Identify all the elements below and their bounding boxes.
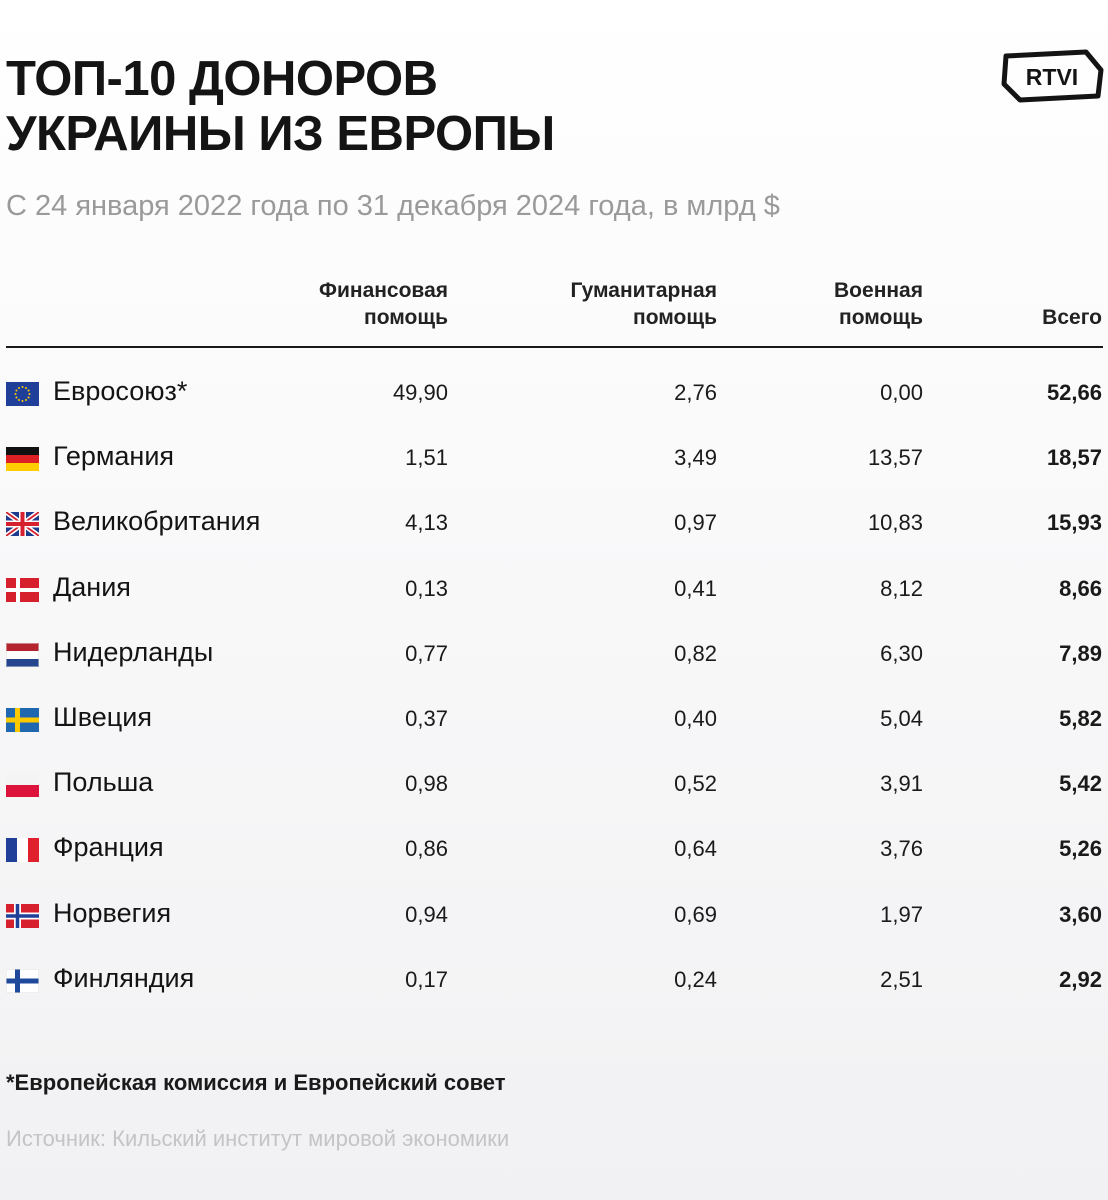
column-header-humanitarian-line2: помощь (633, 306, 717, 329)
france-flag-icon (6, 838, 39, 863)
footnote: *Европейская комиссия и Европейский сове… (6, 1070, 506, 1095)
military-aid-value: 3,76 (880, 836, 923, 862)
humanitarian-aid-value: 0,24 (674, 966, 717, 992)
source-note: Источник: Кильский институт мировой экон… (6, 1126, 510, 1151)
table-row: Норвегия 0,94 0,69 1,97 3,60 (0, 884, 1108, 949)
total-aid-value: 7,89 (1059, 640, 1102, 666)
column-header-total: Всего (902, 277, 1102, 331)
table-row: Финляндия 0,17 0,24 2,51 2,92 (0, 949, 1108, 1014)
military-aid-value: 8,12 (880, 575, 923, 601)
financial-aid-value: 1,51 (405, 445, 448, 471)
military-aid-value: 13,57 (867, 445, 923, 471)
total-aid-value: 15,93 (1046, 510, 1102, 536)
country-name: Франция (53, 832, 164, 863)
finland-flag-icon (6, 968, 39, 993)
title-line-2: УКРАИНЫ ИЗ ЕВРОПЫ (6, 107, 555, 161)
table-row: Дания 0,13 0,41 8,12 8,66 (0, 558, 1108, 623)
country-name: Швеция (53, 701, 152, 732)
country-name: Германия (53, 441, 175, 472)
table-row: Франция 0,86 0,64 3,76 5,26 (0, 818, 1108, 883)
country-name: Великобритания (53, 506, 261, 537)
financial-aid-value: 0,77 (405, 640, 448, 666)
norway-flag-icon (6, 903, 39, 928)
column-header-financial: Финансовая помощь (248, 277, 448, 331)
denmark-flag-icon (6, 577, 39, 602)
column-header-financial-line2: помощь (364, 306, 448, 329)
table-row: Германия 1,51 3,49 13,57 18,57 (0, 427, 1108, 492)
column-header-financial-line1: Финансовая (319, 279, 448, 302)
subtitle: С 24 января 2022 года по 31 декабря 2024… (6, 190, 780, 222)
financial-aid-value: 0,94 (405, 901, 448, 927)
column-header-total-line2: Всего (1042, 306, 1102, 329)
financial-aid-value: 0,86 (405, 836, 448, 862)
military-aid-value: 5,04 (880, 705, 923, 731)
humanitarian-aid-value: 0,82 (674, 640, 717, 666)
financial-aid-value: 0,17 (405, 966, 448, 992)
country-name: Евросоюз* (53, 376, 188, 406)
column-header-humanitarian-line1: Гуманитарная (570, 279, 717, 302)
table-row: Польша 0,98 0,52 3,91 5,42 (0, 753, 1108, 818)
total-aid-value: 8,66 (1059, 575, 1102, 601)
military-aid-value: 0,00 (880, 380, 923, 405)
humanitarian-aid-value: 0,69 (674, 901, 717, 927)
total-aid-value: 2,92 (1059, 966, 1102, 992)
table-row: Великобритания 4,13 0,97 10,83 15,93 (0, 492, 1108, 557)
header-divider (6, 346, 1103, 348)
financial-aid-value: 0,98 (405, 771, 448, 797)
poland-flag-icon (6, 773, 39, 798)
military-aid-value: 1,97 (880, 901, 923, 927)
military-aid-value: 2,51 (880, 966, 923, 992)
column-header-humanitarian: Гуманитарная помощь (517, 277, 717, 331)
military-aid-value: 10,83 (867, 510, 923, 536)
country-name: Дания (53, 571, 131, 602)
page-title: ТОП-10 ДОНОРОВ УКРАИНЫ ИЗ ЕВРОПЫ (6, 52, 555, 162)
sweden-flag-icon (6, 707, 39, 732)
country-name: Норвегия (53, 897, 172, 928)
humanitarian-aid-value: 0,40 (674, 705, 717, 731)
netherlands-flag-icon (6, 642, 39, 667)
humanitarian-aid-value: 0,52 (674, 771, 717, 797)
total-aid-value: 3,60 (1059, 901, 1102, 927)
rtvi-logo: RTVI (1000, 46, 1104, 106)
column-header-military-line1: Военная (834, 279, 923, 302)
table-row: Евросоюз* 49,90 2,76 0,00 52,66 (0, 362, 1108, 427)
total-aid-value: 52,66 (1046, 380, 1102, 405)
financial-aid-value: 4,13 (405, 510, 448, 536)
financial-aid-value: 49,90 (392, 380, 448, 405)
column-header-total-line1 (902, 277, 1102, 304)
column-header-military-line2: помощь (839, 306, 923, 329)
military-aid-value: 3,91 (880, 771, 923, 797)
total-aid-value: 5,82 (1059, 705, 1102, 731)
table-row: Швеция 0,37 0,40 5,04 5,82 (0, 688, 1108, 753)
country-name: Польша (53, 767, 154, 798)
column-header-military: Военная помощь (723, 277, 923, 331)
financial-aid-value: 0,13 (405, 575, 448, 601)
country-name: Нидерланды (53, 636, 214, 667)
humanitarian-aid-value: 2,76 (674, 380, 717, 405)
total-aid-value: 18,57 (1046, 445, 1102, 471)
uk-flag-icon (6, 512, 39, 537)
country-name: Финляндия (53, 962, 195, 993)
eu-flag-icon (6, 382, 39, 406)
humanitarian-aid-value: 0,41 (674, 575, 717, 601)
humanitarian-aid-value: 0,64 (674, 836, 717, 862)
germany-flag-icon (6, 447, 39, 472)
title-line-1: ТОП-10 ДОНОРОВ (6, 52, 438, 106)
total-aid-value: 5,42 (1059, 771, 1102, 797)
table-body: Евросоюз* 49,90 2,76 0,00 52,66 Германия 1,51 3… (0, 362, 1108, 1014)
table-row: Нидерланды 0,77 0,82 6,30 7,89 (0, 623, 1108, 688)
logo-text: RTVI (1026, 64, 1078, 90)
financial-aid-value: 0,37 (405, 705, 448, 731)
humanitarian-aid-value: 0,97 (674, 510, 717, 536)
humanitarian-aid-value: 3,49 (674, 445, 717, 471)
military-aid-value: 6,30 (880, 640, 923, 666)
total-aid-value: 5,26 (1059, 836, 1102, 862)
